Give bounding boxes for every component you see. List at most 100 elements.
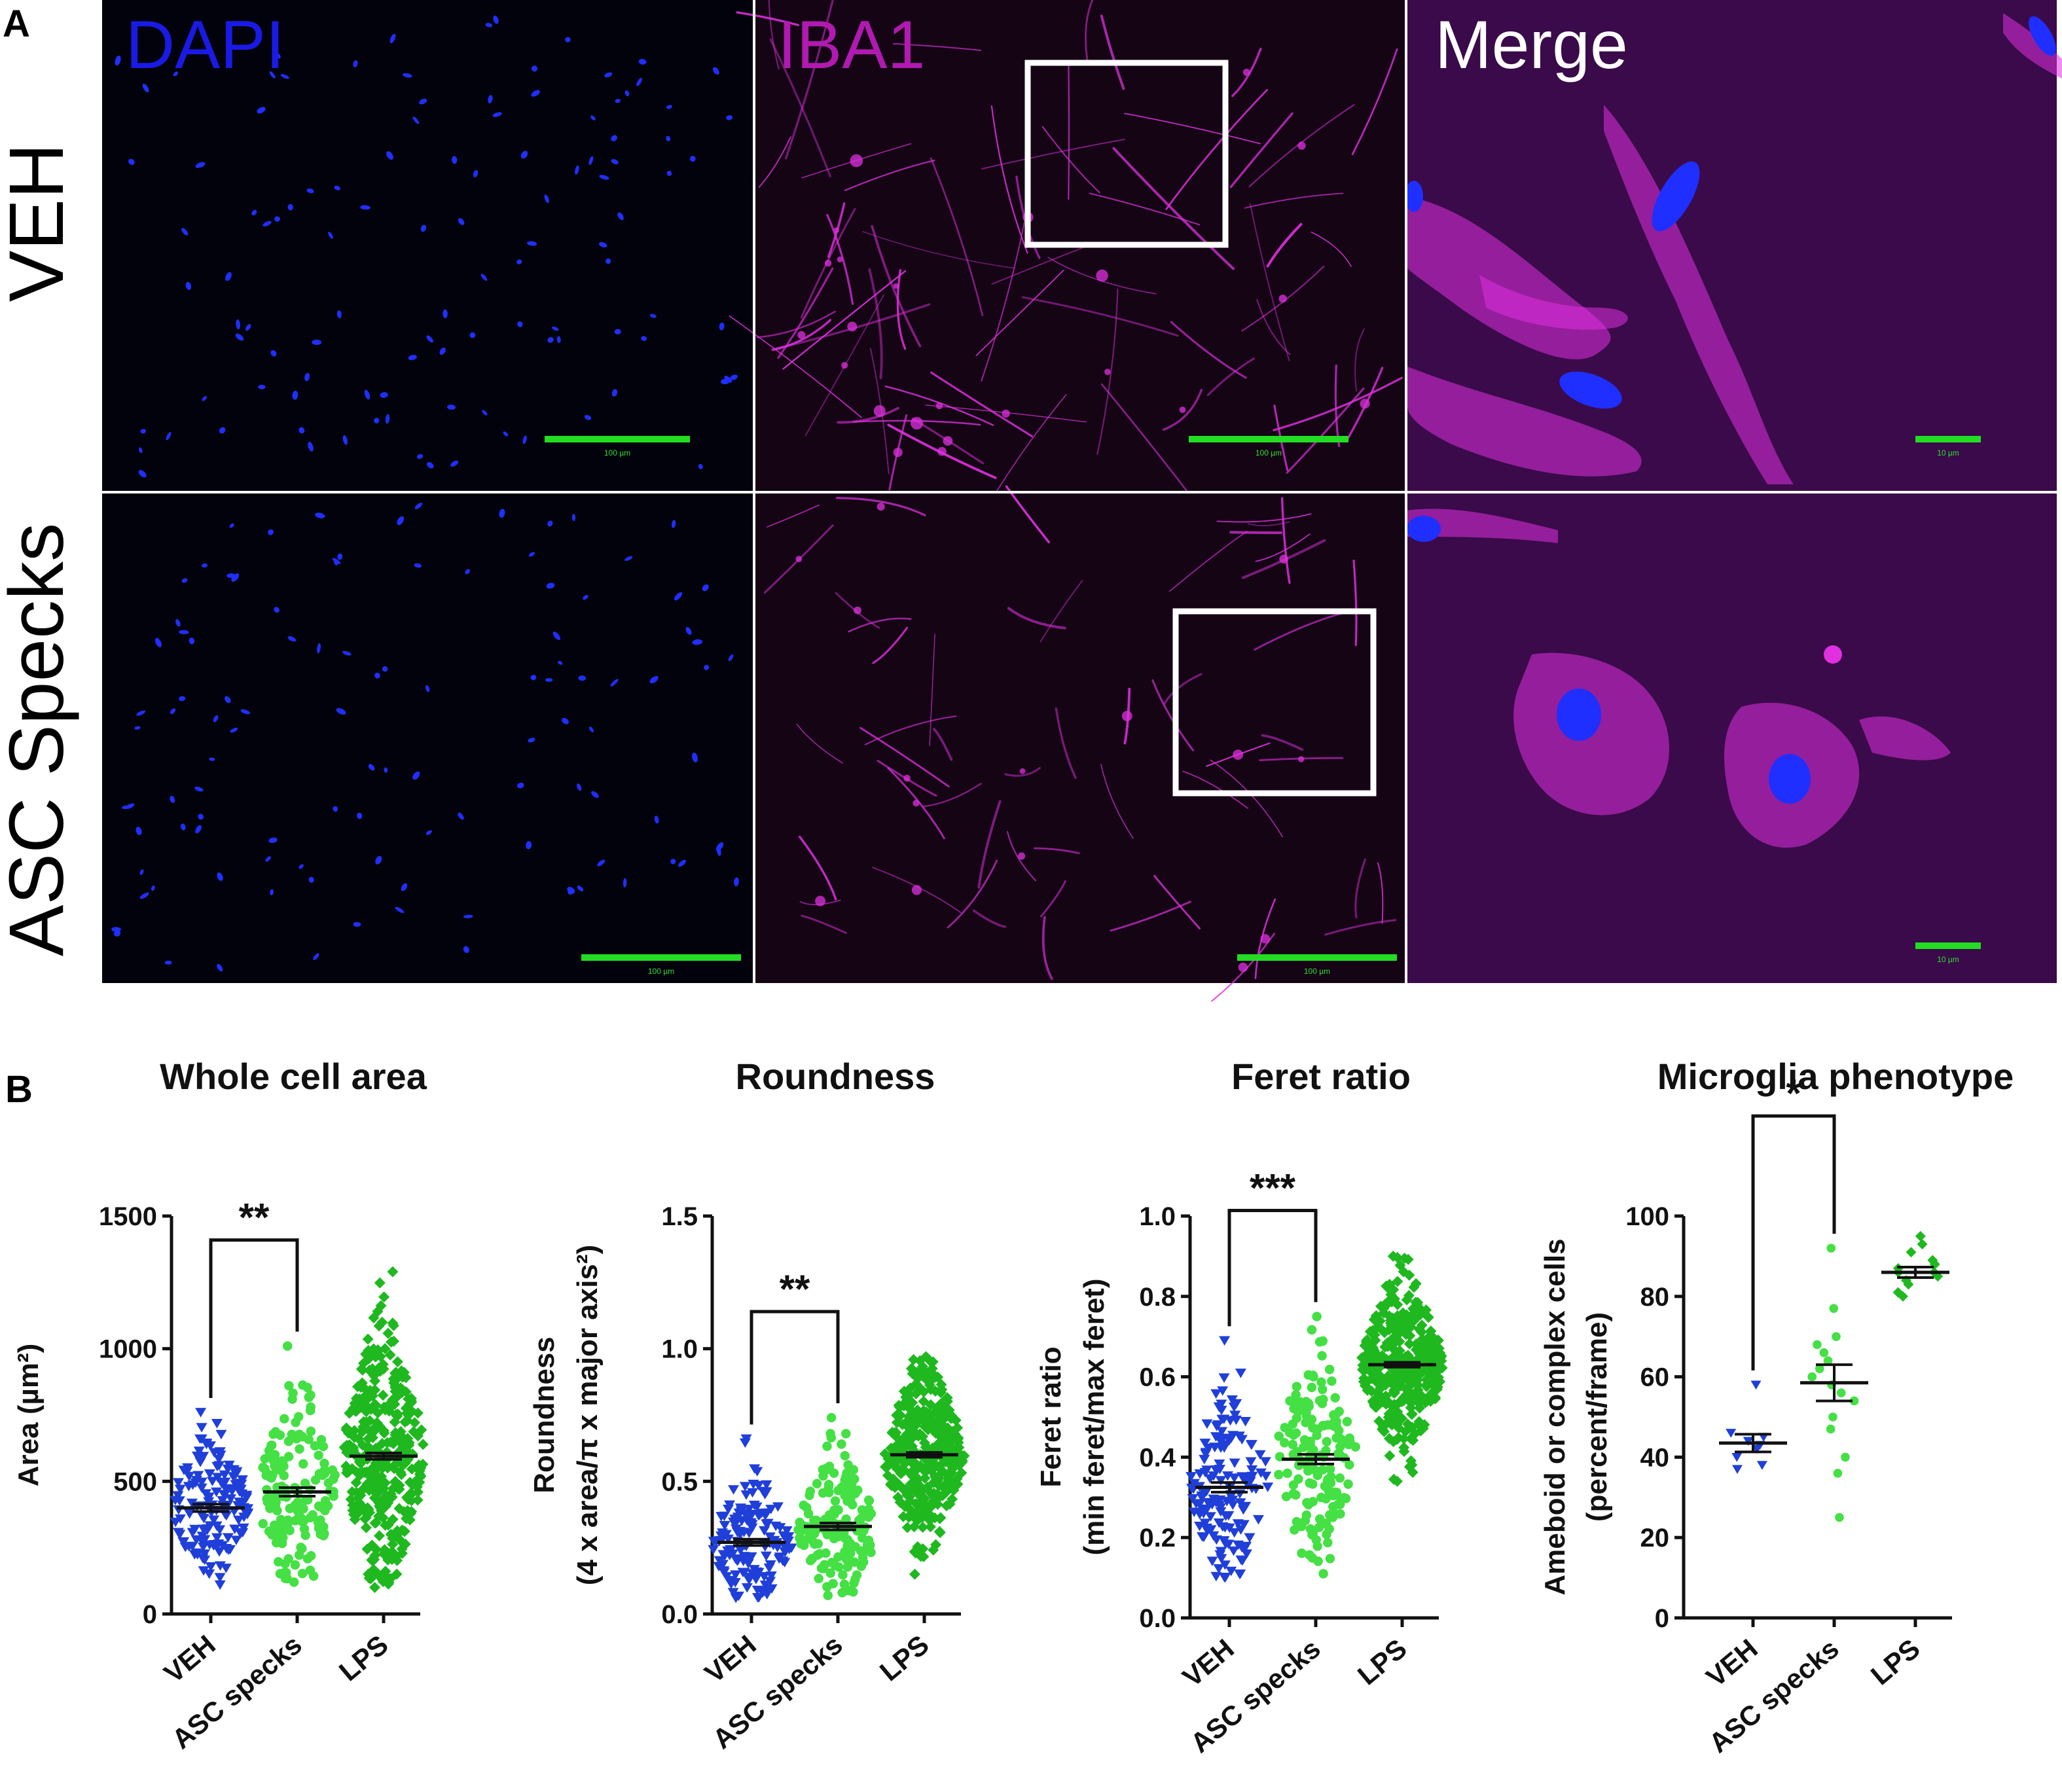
data-point bbox=[823, 1590, 833, 1600]
data-point bbox=[1417, 1391, 1428, 1403]
data-point bbox=[1199, 1518, 1211, 1528]
data-point bbox=[362, 1333, 374, 1345]
series-lps bbox=[879, 1351, 970, 1580]
data-point bbox=[1210, 1535, 1222, 1545]
data-point bbox=[841, 1514, 851, 1524]
data-point bbox=[387, 1538, 399, 1550]
y-axis-label-2: (percent/frame) bbox=[1581, 1312, 1613, 1522]
microglia-process bbox=[1280, 497, 1291, 584]
nucleus bbox=[258, 384, 266, 389]
micrograph-asc-specks-merge: 10 µm bbox=[1406, 492, 2057, 983]
data-point bbox=[730, 1593, 742, 1604]
nucleus bbox=[439, 347, 446, 355]
data-point bbox=[932, 1498, 943, 1510]
microglia-process bbox=[1256, 298, 1291, 355]
data-point bbox=[812, 1478, 822, 1489]
data-point bbox=[1405, 1374, 1417, 1386]
data-point bbox=[183, 1482, 194, 1492]
data-point bbox=[1826, 1244, 1836, 1253]
nucleus bbox=[251, 209, 257, 216]
nucleus bbox=[245, 324, 251, 331]
data-point bbox=[1726, 1429, 1737, 1438]
data-point bbox=[895, 1497, 907, 1509]
data-point bbox=[914, 1496, 926, 1508]
data-point bbox=[814, 1573, 823, 1584]
data-point bbox=[761, 1487, 772, 1497]
data-point bbox=[369, 1550, 381, 1562]
data-point bbox=[1322, 1530, 1331, 1539]
nucleus bbox=[225, 696, 231, 704]
microglia-process bbox=[799, 835, 837, 901]
microglia-process bbox=[799, 899, 841, 905]
data-point bbox=[1211, 1422, 1223, 1431]
data-point bbox=[1308, 1423, 1318, 1433]
data-point bbox=[905, 1363, 917, 1374]
data-point bbox=[1254, 1450, 1266, 1460]
data-point bbox=[393, 1483, 405, 1495]
microglia-soma bbox=[877, 503, 885, 511]
data-point bbox=[1819, 1348, 1829, 1357]
data-point bbox=[1387, 1250, 1399, 1262]
data-point bbox=[730, 1554, 742, 1564]
data-point bbox=[230, 1535, 242, 1545]
data-point bbox=[1823, 1356, 1833, 1365]
data-point bbox=[242, 1504, 254, 1514]
significance-label: *** bbox=[1250, 1166, 1296, 1210]
microglia-process bbox=[892, 43, 981, 51]
data-point bbox=[1186, 1483, 1198, 1494]
data-point bbox=[933, 1429, 945, 1441]
significance-label: ** bbox=[239, 1196, 270, 1240]
data-point bbox=[1731, 1453, 1743, 1462]
microglia-process bbox=[767, 504, 820, 528]
data-point bbox=[1290, 1525, 1299, 1535]
data-point bbox=[1731, 1465, 1743, 1475]
y-tick-label: 1000 bbox=[99, 1335, 157, 1364]
data-point bbox=[913, 1473, 924, 1485]
nucleus bbox=[565, 37, 571, 43]
svg-text:VEH: VEH bbox=[0, 143, 80, 302]
data-point bbox=[924, 1380, 935, 1391]
y-tick-label: 60 bbox=[1640, 1363, 1670, 1392]
microglia-process bbox=[1168, 531, 1248, 592]
data-point bbox=[917, 1431, 929, 1443]
data-point bbox=[358, 1399, 370, 1410]
micrograph-asc-specks-dapi: 100 µm bbox=[102, 492, 753, 983]
data-point bbox=[1384, 1450, 1396, 1461]
data-point bbox=[300, 1495, 311, 1505]
nucleus bbox=[1407, 516, 1441, 542]
microglia-soma bbox=[1096, 269, 1108, 282]
chart-title: Feret ratio bbox=[1231, 1056, 1411, 1097]
data-point bbox=[843, 1460, 853, 1470]
data-point bbox=[306, 1426, 316, 1437]
data-point bbox=[1216, 1427, 1228, 1437]
nucleus bbox=[270, 889, 274, 895]
microglia-process bbox=[1055, 707, 1077, 780]
data-point bbox=[727, 1588, 739, 1598]
nucleus bbox=[151, 885, 155, 891]
data-point bbox=[211, 1461, 223, 1472]
data-point bbox=[1214, 1459, 1225, 1469]
microglia-process bbox=[1068, 65, 1070, 200]
nucleus bbox=[412, 116, 420, 124]
data-point bbox=[726, 1575, 738, 1586]
nucleus bbox=[231, 573, 240, 582]
nucleus bbox=[308, 876, 314, 883]
nucleus bbox=[2029, 16, 2056, 56]
data-point bbox=[1313, 1556, 1323, 1566]
data-point bbox=[822, 1441, 832, 1451]
nucleus bbox=[334, 185, 341, 190]
nucleus bbox=[298, 427, 305, 434]
data-point bbox=[1232, 1519, 1244, 1529]
data-point bbox=[235, 1498, 247, 1508]
data-point bbox=[1320, 1518, 1330, 1528]
data-point bbox=[308, 1571, 319, 1581]
nucleus bbox=[353, 60, 358, 67]
data-point bbox=[740, 1490, 752, 1500]
data-point bbox=[1336, 1493, 1346, 1503]
data-point bbox=[782, 1536, 794, 1547]
data-point bbox=[917, 1484, 929, 1496]
y-tick-label: 0.0 bbox=[661, 1600, 698, 1629]
data-point bbox=[369, 1399, 381, 1410]
